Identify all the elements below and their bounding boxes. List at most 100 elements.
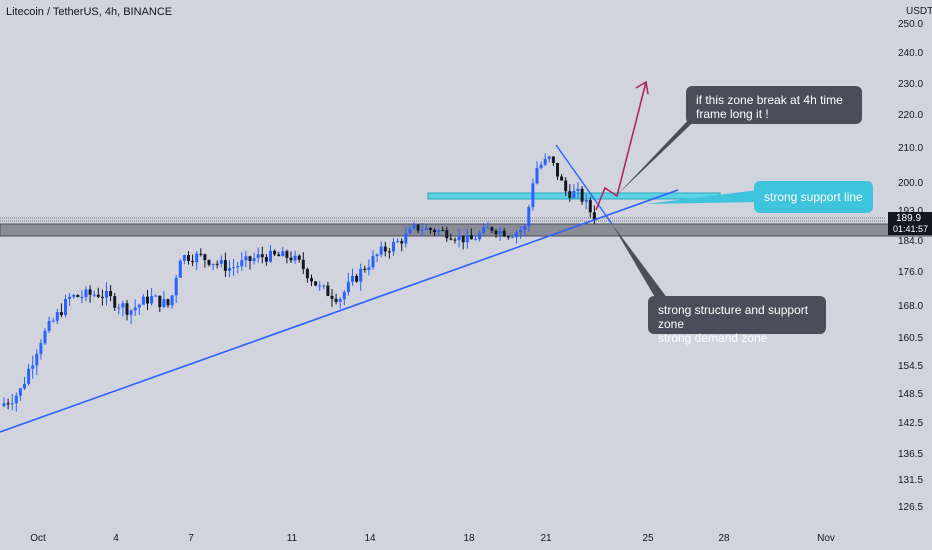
y-tick-label: 184.0	[898, 236, 923, 247]
candle-body	[162, 299, 166, 308]
candle-body	[269, 250, 272, 262]
candle-body	[14, 395, 18, 404]
candle-body	[293, 255, 297, 261]
candle-body	[23, 383, 26, 389]
price-axis[interactable]: USDT 250.0 240.0 230.0 220.0 210.0 200.0 193.0…	[888, 6, 932, 513]
candle-body	[170, 295, 174, 306]
y-tick-label: 126.5	[898, 502, 923, 513]
candle-body	[59, 312, 63, 316]
candle-body	[523, 226, 527, 231]
breakout-projection-arrow	[595, 81, 647, 211]
candle-body	[264, 257, 268, 262]
candle-body	[236, 266, 240, 268]
candle-body	[342, 292, 346, 300]
candle-body	[469, 235, 473, 240]
candle-body	[396, 241, 400, 243]
candle-body	[51, 320, 55, 322]
y-tick-label: 142.5	[898, 418, 923, 429]
note-breakout-text: if this zone break at 4h time frame long…	[696, 93, 843, 121]
candle-body	[129, 310, 133, 315]
candle-body	[137, 304, 141, 308]
y-tick-label: 168.0	[898, 301, 923, 312]
candle-body	[68, 296, 72, 299]
note-demand-zone: strong structure and support zone strong…	[648, 296, 826, 345]
candle-body	[474, 239, 477, 241]
candle-body	[88, 289, 92, 295]
candle-body	[121, 303, 125, 308]
candle-body	[117, 307, 121, 309]
note-support-pointer	[646, 190, 758, 204]
x-tick-label: 11	[287, 533, 298, 544]
last-price-text: 189.9	[896, 213, 921, 224]
y-tick-label: 220.0	[898, 110, 923, 121]
candle-body	[515, 232, 518, 238]
candle-body	[379, 246, 383, 255]
candle-body	[437, 230, 441, 233]
candle-body	[420, 230, 424, 232]
ascending-trendline	[0, 189, 679, 433]
candle-body	[551, 156, 555, 163]
candle-body	[285, 251, 289, 258]
candle-body	[494, 230, 498, 235]
candle-body	[113, 296, 117, 308]
y-tick-label: 250.0	[898, 19, 923, 30]
candle-body	[146, 296, 149, 304]
time-axis[interactable]: Oct 4 7 11 14 18 21 25 28 Nov	[30, 533, 835, 544]
candle-body	[387, 251, 391, 253]
x-tick-label: Nov	[817, 533, 835, 544]
candle-body	[64, 298, 67, 316]
last-price-badge	[888, 212, 932, 223]
candle-body	[572, 190, 576, 199]
candle-body	[375, 254, 379, 257]
candle-body	[244, 256, 248, 261]
candle-body	[47, 320, 51, 331]
candle-body	[191, 261, 195, 263]
candle-body	[207, 260, 211, 265]
candle-body	[92, 294, 96, 296]
candle-body	[568, 191, 572, 199]
candle-body	[416, 224, 420, 231]
candle-body	[580, 188, 584, 202]
candle-body	[498, 230, 502, 235]
candle-body	[367, 267, 371, 270]
candle-body	[346, 281, 350, 293]
candle-body	[334, 298, 338, 302]
candle-body	[519, 230, 523, 233]
candle-body	[27, 368, 31, 384]
candle-body	[150, 296, 154, 304]
candle-body	[318, 285, 322, 287]
candle-body	[424, 228, 428, 231]
candle-body	[301, 259, 305, 270]
candle-body	[55, 312, 59, 321]
y-tick-label: 193.0	[898, 206, 923, 217]
candle-body	[510, 237, 514, 239]
candle-body	[187, 255, 190, 262]
countdown-badge	[888, 223, 932, 235]
candle-body	[592, 212, 596, 221]
candle-body	[35, 353, 39, 366]
candle-body	[330, 295, 334, 299]
candle-body	[314, 281, 318, 286]
y-tick-label: 136.5	[898, 449, 923, 460]
candle-body	[383, 246, 387, 252]
candle-body	[371, 256, 375, 268]
note-support-text: strong support line	[764, 190, 863, 204]
descending-wedge-line	[555, 144, 613, 225]
candle-body	[178, 260, 182, 278]
candle-body	[490, 227, 494, 231]
x-tick-label: 25	[642, 533, 654, 544]
note-breakout-pointer	[617, 110, 706, 195]
y-tick-label: 148.5	[898, 389, 923, 400]
candle-body	[404, 233, 408, 244]
y-tick-label: 131.5	[898, 475, 923, 486]
candle-body	[486, 227, 490, 229]
candle-body	[453, 239, 457, 241]
candle-body	[584, 200, 588, 202]
candle-body	[400, 241, 404, 244]
candle-body	[539, 164, 543, 169]
candle-body	[392, 241, 395, 252]
candle-body	[543, 158, 547, 165]
candle-body	[219, 260, 223, 264]
candle-body	[338, 299, 342, 302]
